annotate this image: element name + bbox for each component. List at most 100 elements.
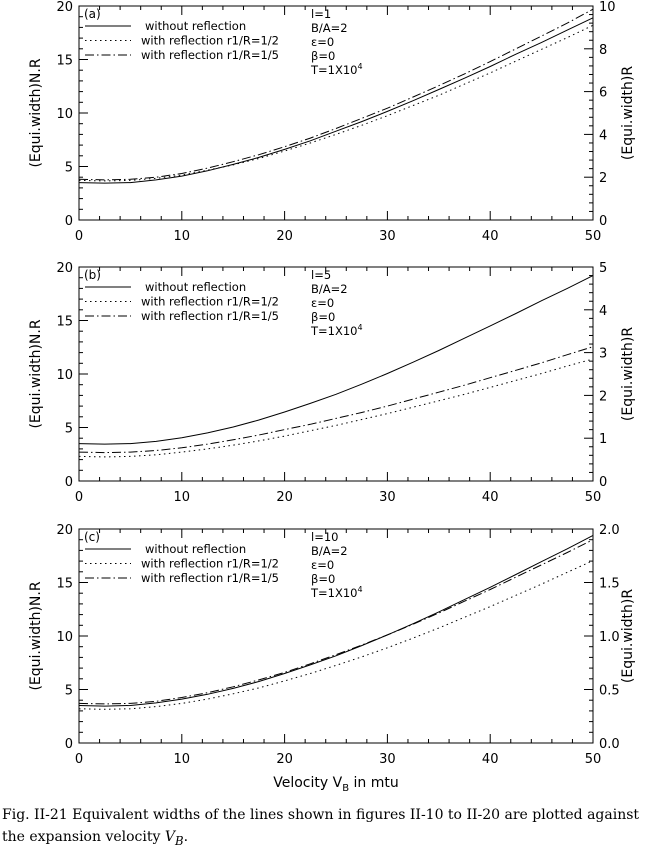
legend-label: without reflection <box>145 542 246 556</box>
y-right-tick-label: 4 <box>599 304 607 319</box>
panel-label: (c) <box>84 530 100 544</box>
parameter-label: l=1 <box>311 7 331 21</box>
parameter-label: β=0 <box>311 49 335 63</box>
panel-a: 0 10 20 30 40 50051015200246810(Equi.width)N.… <box>28 0 636 244</box>
legend-label: without reflection <box>145 19 246 33</box>
parameter-label: l=10 <box>311 530 338 544</box>
y-right-axis-label: (Equi.width)R <box>620 66 636 160</box>
y-left-tick-label: 0 <box>65 214 73 229</box>
y-left-tick-label: 20 <box>56 0 73 15</box>
parameter-label: ε=0 <box>311 558 334 572</box>
parameter-label: B/A=2 <box>311 21 348 35</box>
y-right-tick-label: 0.0 <box>599 737 620 752</box>
y-left-axis-label: (Equi.width)N.R <box>28 581 44 690</box>
y-left-tick-label: 5 <box>65 161 73 176</box>
y-left-axis-label: (Equi.width)N.R <box>28 319 44 428</box>
series-line-solid <box>78 17 594 184</box>
y-left-tick-label: 10 <box>56 630 73 645</box>
y-left-tick-label: 5 <box>65 684 73 699</box>
x-tick-label: 0 <box>75 229 83 244</box>
x-tick-label: 50 <box>585 229 602 244</box>
y-right-tick-label: 8 <box>599 43 607 58</box>
x-tick-label: 40 <box>482 490 499 505</box>
y-left-tick-label: 5 <box>65 422 73 437</box>
x-tick-label: 30 <box>379 752 396 767</box>
x-tick-label: 0 <box>75 752 83 767</box>
panel-b: 0 10 20 30 40 5005101520012345(Equi.width)N.R… <box>28 261 636 505</box>
panel-label: (b) <box>84 268 101 282</box>
x-tick-label: 30 <box>379 229 396 244</box>
series-line-dotted <box>78 24 594 182</box>
panel-c: 0 10 20 30 40 50 0 5 10 15 20 0.0 0.5 1.0 1.5 2.0 (Equi.… <box>28 523 636 794</box>
y-right-tick-label: 0 <box>599 475 607 490</box>
series-line-solid <box>78 275 594 445</box>
legend-label: with reflection r1/R=1/5 <box>141 48 279 62</box>
caption-subscript: B <box>174 833 184 848</box>
parameter-label: T=1X104 <box>310 62 363 77</box>
x-tick-label: 0 <box>75 490 83 505</box>
y-left-tick-label: 0 <box>65 475 73 490</box>
legend-label: with reflection r1/R=1/5 <box>141 571 279 585</box>
x-tick-label: 20 <box>276 490 293 505</box>
y-right-tick-label: 1 <box>599 432 607 447</box>
y-left-axis-label: (Equi.width)N.R <box>28 58 44 167</box>
x-tick-label: 40 <box>482 752 499 767</box>
x-tick-label: 10 <box>174 490 191 505</box>
x-tick-label: 20 <box>276 229 293 244</box>
parameter-label: ε=0 <box>311 35 334 49</box>
parameter-label: T=1X104 <box>310 585 363 600</box>
y-right-tick-label: 0 <box>599 214 607 229</box>
x-tick-label: 20 <box>276 752 293 767</box>
parameter-label: β=0 <box>311 572 335 586</box>
parameter-label: B/A=2 <box>311 544 348 558</box>
y-right-tick-label: 1.0 <box>599 630 620 645</box>
y-left-tick-label: 15 <box>56 54 73 69</box>
legend-label: with reflection r1/R=1/2 <box>141 34 279 48</box>
series-line-dashdot <box>78 8 594 181</box>
y-left-tick-label: 10 <box>56 107 73 122</box>
series-line-dotted <box>78 560 594 710</box>
y-right-axis-label: (Equi.width)R <box>620 327 636 421</box>
y-right-tick-label: 0.5 <box>599 684 620 699</box>
series-line-solid <box>78 534 594 707</box>
legend-label: with reflection r1/R=1/2 <box>141 295 279 309</box>
y-left-tick-label: 15 <box>56 315 73 330</box>
parameter-label: B/A=2 <box>311 282 348 296</box>
parameter-label: ε=0 <box>311 296 334 310</box>
x-tick-label: 10 <box>174 229 191 244</box>
y-right-tick-label: 2 <box>599 389 607 404</box>
legend-label: with reflection r1/R=1/5 <box>141 309 279 323</box>
x-axis-label: Velocity VB in mtu <box>273 775 399 794</box>
y-right-tick-label: 4 <box>599 128 607 143</box>
x-tick-label: 10 <box>174 752 191 767</box>
parameter-label: β=0 <box>311 310 335 324</box>
y-left-tick-label: 10 <box>56 368 73 383</box>
panel-label: (a) <box>84 7 101 21</box>
x-tick-label: 30 <box>379 490 396 505</box>
legend-label: without reflection <box>145 280 246 294</box>
caption-text: Fig. II-21 Equivalent widths of the line… <box>2 807 640 845</box>
y-right-tick-label: 5 <box>599 261 607 276</box>
figure-svg: 0 10 20 30 40 50051015200246810(Equi.width)N.… <box>28 0 636 794</box>
y-left-tick-label: 20 <box>56 523 73 538</box>
parameter-label: T=1X104 <box>310 323 363 338</box>
legend-label: with reflection r1/R=1/2 <box>141 557 279 571</box>
y-right-tick-label: 1.5 <box>599 577 620 592</box>
y-right-tick-label: 2 <box>599 171 607 186</box>
y-right-tick-label: 10 <box>599 0 616 15</box>
x-tick-label: 50 <box>585 490 602 505</box>
series-line-dashdot <box>78 346 594 454</box>
y-left-tick-label: 15 <box>56 577 73 592</box>
caption-end: . <box>183 829 189 845</box>
series-line-dotted <box>78 358 594 458</box>
x-tick-label: 50 <box>585 752 602 767</box>
y-left-tick-label: 0 <box>65 737 73 752</box>
y-right-tick-label: 3 <box>599 347 607 362</box>
x-tick-label: 40 <box>482 229 499 244</box>
y-right-axis-label: (Equi.width)R <box>620 589 636 683</box>
y-left-tick-label: 20 <box>56 261 73 276</box>
figure-caption: Fig. II-21 Equivalent widths of the line… <box>2 804 648 852</box>
parameter-label: l=5 <box>311 268 331 282</box>
caption-symbol: V <box>164 829 175 845</box>
y-right-tick-label: 2.0 <box>599 523 620 538</box>
